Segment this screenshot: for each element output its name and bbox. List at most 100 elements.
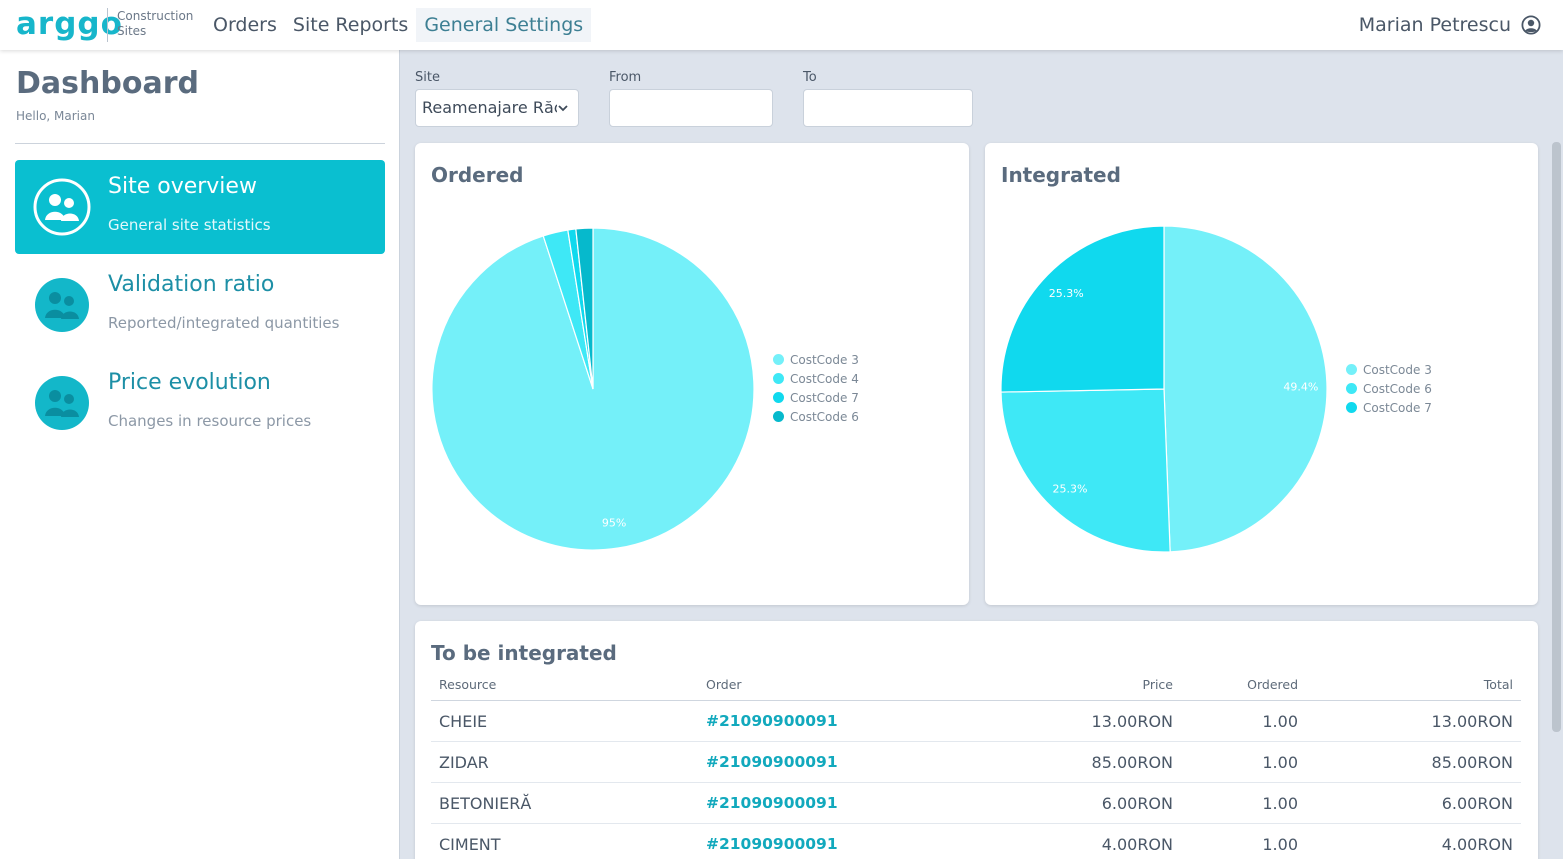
column-header-ordered[interactable]: Ordered — [1247, 677, 1298, 692]
legend-label: CostCode 3 — [790, 352, 859, 367]
legend-item[interactable]: CostCode 4 — [773, 369, 859, 388]
cell-total: 13.00RON — [1431, 711, 1513, 731]
ordered-chart-legend: CostCode 3 CostCode 4 CostCode 7 CostCode 6 — [773, 350, 859, 426]
pie-slice-costcode-6[interactable] — [575, 227, 594, 390]
logo-divider — [107, 8, 108, 42]
table-header-row: Resource Order Price Ordered Total — [431, 675, 1521, 701]
legend-item[interactable]: CostCode 3 — [773, 350, 859, 369]
pie-slice-costcode-7[interactable] — [1000, 225, 1165, 393]
site-select[interactable]: Reamenajare Răc — [415, 89, 579, 127]
nav-site-reports[interactable]: Site Reports — [292, 14, 409, 36]
legend-item[interactable]: CostCode 7 — [773, 388, 859, 407]
sidebar: Dashboard Hello, Marian Site overview Ge… — [0, 50, 400, 859]
cell-ordered: 1.00 — [1262, 752, 1298, 772]
to-date-input[interactable] — [803, 89, 973, 127]
app-logo[interactable]: arggo — [16, 6, 123, 42]
page-title: Dashboard — [16, 66, 199, 101]
legend-swatch — [773, 392, 784, 403]
ordered-chart-card: Ordered 95% CostCode 3 CostCode 4 CostCode… — [415, 143, 969, 605]
cell-price: 13.00RON — [1091, 711, 1173, 731]
menu-item-subtitle: Reported/integrated quantities — [108, 314, 340, 332]
menu-item-subtitle: Changes in resource prices — [108, 412, 312, 430]
cell-ordered: 1.00 — [1262, 711, 1298, 731]
legend-label: CostCode 6 — [790, 409, 859, 424]
site-filter-label: Site — [415, 70, 440, 85]
main-nav: Orders Site Reports General Settings — [205, 0, 592, 50]
legend-item[interactable]: CostCode 7 — [1346, 398, 1432, 417]
table-row: BETONIERĂ #21090900091 6.00RON 1.00 6.00… — [431, 783, 1521, 824]
integrated-pie-chart: 49.4% 25.3% 25.3% — [1000, 225, 1328, 553]
cell-price: 85.00RON — [1091, 752, 1173, 772]
cell-total: 6.00RON — [1441, 793, 1513, 813]
legend-swatch — [773, 354, 784, 365]
cell-ordered: 1.00 — [1262, 793, 1298, 813]
menu-item-validation-ratio[interactable]: Validation ratio Reported/integrated qua… — [15, 258, 385, 352]
pie-slice-label: 49.4% — [1283, 380, 1318, 393]
column-header-order[interactable]: Order — [706, 677, 742, 692]
sidebar-divider — [15, 143, 385, 144]
page-scrollbar-thumb[interactable] — [1552, 142, 1561, 732]
legend-label: CostCode 4 — [790, 371, 859, 386]
column-header-total[interactable]: Total — [1483, 677, 1513, 692]
nav-general-settings[interactable]: General Settings — [416, 8, 592, 42]
order-link[interactable]: #21090900091 — [706, 712, 838, 730]
table-row: ZIDAR #21090900091 85.00RON 1.00 85.00RO… — [431, 742, 1521, 783]
order-link[interactable]: #21090900091 — [706, 835, 838, 853]
legend-label: CostCode 3 — [1363, 362, 1432, 377]
menu-item-price-evolution[interactable]: Price evolution Changes in resource pric… — [15, 356, 385, 450]
cell-price: 6.00RON — [1101, 793, 1173, 813]
legend-label: CostCode 7 — [1363, 400, 1432, 415]
integrated-chart-legend: CostCode 3 CostCode 6 CostCode 7 — [1346, 360, 1432, 417]
legend-swatch — [1346, 383, 1357, 394]
legend-item[interactable]: CostCode 3 — [1346, 360, 1432, 379]
menu-item-subtitle: General site statistics — [108, 216, 271, 234]
pie-slice-costcode-3[interactable] — [1163, 225, 1328, 553]
to-be-integrated-card: To be integrated Resource Order Price Or… — [415, 621, 1538, 859]
greeting-text: Hello, Marian — [16, 109, 95, 123]
menu-item-site-overview[interactable]: Site overview General site statistics — [15, 160, 385, 254]
user-menu[interactable]: Marian Petrescu — [1359, 0, 1541, 50]
order-link[interactable]: #21090900091 — [706, 794, 838, 812]
logo-subtitle: Construction Sites — [117, 9, 194, 38]
users-avatar-icon — [35, 278, 89, 332]
cell-total: 4.00RON — [1441, 834, 1513, 854]
legend-swatch — [773, 373, 784, 384]
pie-slice-label: 25.3% — [1049, 287, 1084, 300]
user-circle-icon — [1521, 15, 1541, 35]
menu-item-title: Validation ratio — [108, 272, 275, 297]
integrated-chart-title: Integrated — [1001, 163, 1121, 187]
users-avatar-icon — [35, 376, 89, 430]
integrated-chart-card: Integrated 49.4% 25.3% 25.3% CostCode 3 Cos… — [985, 143, 1538, 605]
cell-resource: CHEIE — [439, 711, 488, 731]
column-header-price[interactable]: Price — [1142, 677, 1174, 692]
table-row: CHEIE #21090900091 13.00RON 1.00 13.00RO… — [431, 701, 1521, 742]
ordered-pie-chart: 95% — [431, 227, 755, 551]
legend-item[interactable]: CostCode 6 — [773, 407, 859, 426]
cell-total: 85.00RON — [1431, 752, 1513, 772]
legend-swatch — [1346, 364, 1357, 375]
top-bar: arggo Construction Sites Orders Site Rep… — [0, 0, 1563, 50]
users-avatar-icon — [33, 178, 91, 236]
pie-slice-label: 95% — [602, 517, 626, 530]
ordered-chart-title: Ordered — [431, 163, 524, 187]
menu-item-title: Site overview — [108, 174, 257, 199]
legend-swatch — [1346, 402, 1357, 413]
cell-resource: ZIDAR — [439, 752, 489, 772]
cell-price: 4.00RON — [1101, 834, 1173, 854]
nav-orders[interactable]: Orders — [213, 14, 277, 36]
pie-slice-label: 25.3% — [1052, 483, 1087, 496]
legend-item[interactable]: CostCode 6 — [1346, 379, 1432, 398]
legend-label: CostCode 6 — [1363, 381, 1432, 396]
column-header-resource[interactable]: Resource — [439, 677, 497, 692]
order-link[interactable]: #21090900091 — [706, 753, 838, 771]
from-date-input[interactable] — [609, 89, 773, 127]
cell-resource: CIMENT — [439, 834, 501, 854]
user-name: Marian Petrescu — [1358, 14, 1511, 36]
site-select-value: Reamenajare Răc — [422, 98, 557, 117]
pie-slice-costcode-6[interactable] — [1000, 388, 1171, 553]
cell-resource: BETONIERĂ — [439, 793, 532, 813]
table-row: CIMENT #21090900091 4.00RON 1.00 4.00RON — [431, 824, 1521, 859]
menu-item-title: Price evolution — [108, 370, 271, 395]
legend-label: CostCode 7 — [790, 390, 859, 405]
table-title: To be integrated — [431, 641, 617, 665]
